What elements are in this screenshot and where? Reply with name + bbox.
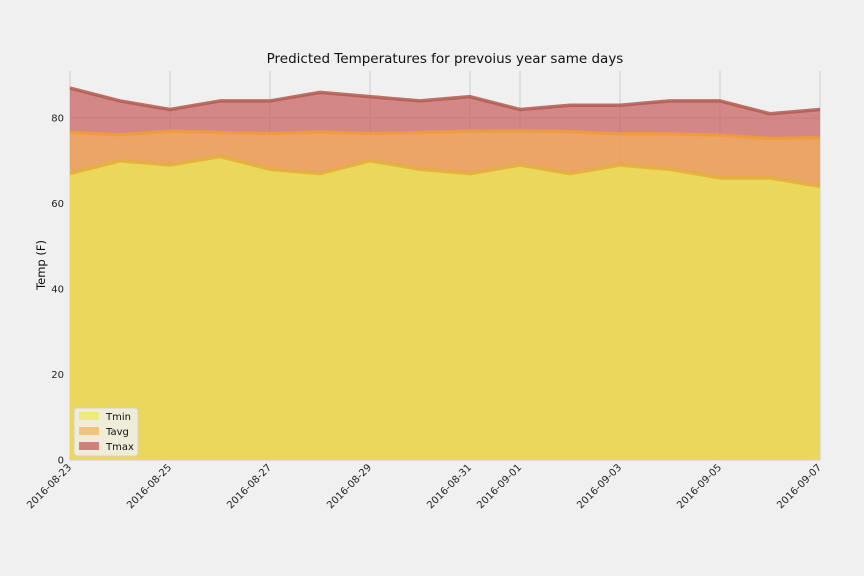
y-tick-label: 80 [51,114,64,125]
legend-label-tavg: Tavg [105,427,129,438]
y-tick-label: 60 [51,199,64,210]
legend-label-tmin: Tmin [105,412,131,423]
y-tick-label: 40 [51,285,64,296]
x-tick-label: 2016-09-03 [575,462,624,511]
line-tavg [69,129,821,141]
x-tick-label: 2016-08-29 [325,462,374,511]
y-tick-label: 0 [58,456,64,467]
x-tick-label: 2016-09-07 [775,462,824,511]
y-axis-label: Temp (F) [34,240,48,291]
y-axis-ticks: 0 20 40 60 80 [51,114,64,467]
legend-swatch-tmin [79,412,99,420]
legend-label-tmax: Tmax [105,442,134,453]
plot-areas [70,88,820,460]
legend-swatch-tavg [79,427,99,435]
x-axis-ticks: 2016-08-23 2016-08-25 2016-08-27 2016-08-29… [25,462,824,511]
plot-lines [69,86,821,189]
area-tmin [70,156,820,460]
x-tick-label: 2016-08-25 [125,462,174,511]
x-tick-label: 2016-08-27 [225,462,274,511]
line-tmin [69,154,821,189]
y-tick-label: 20 [51,370,64,381]
line-tmax [69,86,821,116]
x-tick-label: 2016-09-05 [675,462,724,511]
chart-title: Predicted Temperatures for prevoius year… [267,51,624,67]
x-tick-label: 2016-09-01 [475,462,524,511]
x-tick-label: 2016-08-23 [25,462,74,511]
legend: Tmin Tavg Tmax [73,407,139,457]
legend-swatch-tmax [79,442,99,450]
x-tick-label: 2016-08-31 [425,462,474,511]
